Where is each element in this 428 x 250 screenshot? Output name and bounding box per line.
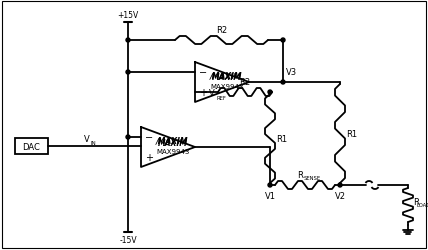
Text: DAC: DAC [23, 142, 40, 151]
Text: ∕MAXIM: ∕MAXIM [210, 71, 242, 80]
Text: R2: R2 [216, 26, 227, 35]
Text: +15V: +15V [117, 11, 139, 20]
Text: MAX9943: MAX9943 [156, 148, 190, 154]
Circle shape [281, 81, 285, 85]
Text: R1: R1 [346, 130, 357, 138]
Circle shape [338, 183, 342, 187]
Text: V: V [209, 88, 215, 97]
Text: +: + [145, 152, 153, 162]
Text: R2: R2 [239, 78, 250, 87]
Text: MAXIM: MAXIM [158, 138, 188, 147]
Text: −: − [145, 132, 153, 142]
Text: R: R [297, 170, 303, 179]
Circle shape [281, 39, 285, 43]
Text: IN: IN [90, 140, 96, 145]
Text: ∕MAXIM: ∕MAXIM [156, 136, 188, 145]
Text: LOAD: LOAD [417, 203, 428, 208]
Circle shape [268, 183, 272, 187]
Text: V2: V2 [335, 191, 345, 200]
Text: V: V [84, 134, 89, 143]
Text: R1: R1 [276, 134, 287, 143]
Text: R: R [413, 198, 419, 207]
Circle shape [268, 91, 272, 94]
Text: REF: REF [217, 95, 227, 100]
Text: MAXIM: MAXIM [212, 73, 242, 82]
Bar [15, 138, 48, 154]
Text: -15V: -15V [119, 235, 137, 244]
Text: SENSE: SENSE [304, 175, 321, 180]
Circle shape [126, 136, 130, 140]
Circle shape [126, 71, 130, 75]
Text: V3: V3 [286, 68, 297, 77]
Text: V1: V1 [265, 191, 276, 200]
Text: MAX9943: MAX9943 [210, 84, 244, 90]
Text: −: − [199, 68, 207, 78]
Text: +: + [199, 88, 207, 98]
Circle shape [126, 39, 130, 43]
